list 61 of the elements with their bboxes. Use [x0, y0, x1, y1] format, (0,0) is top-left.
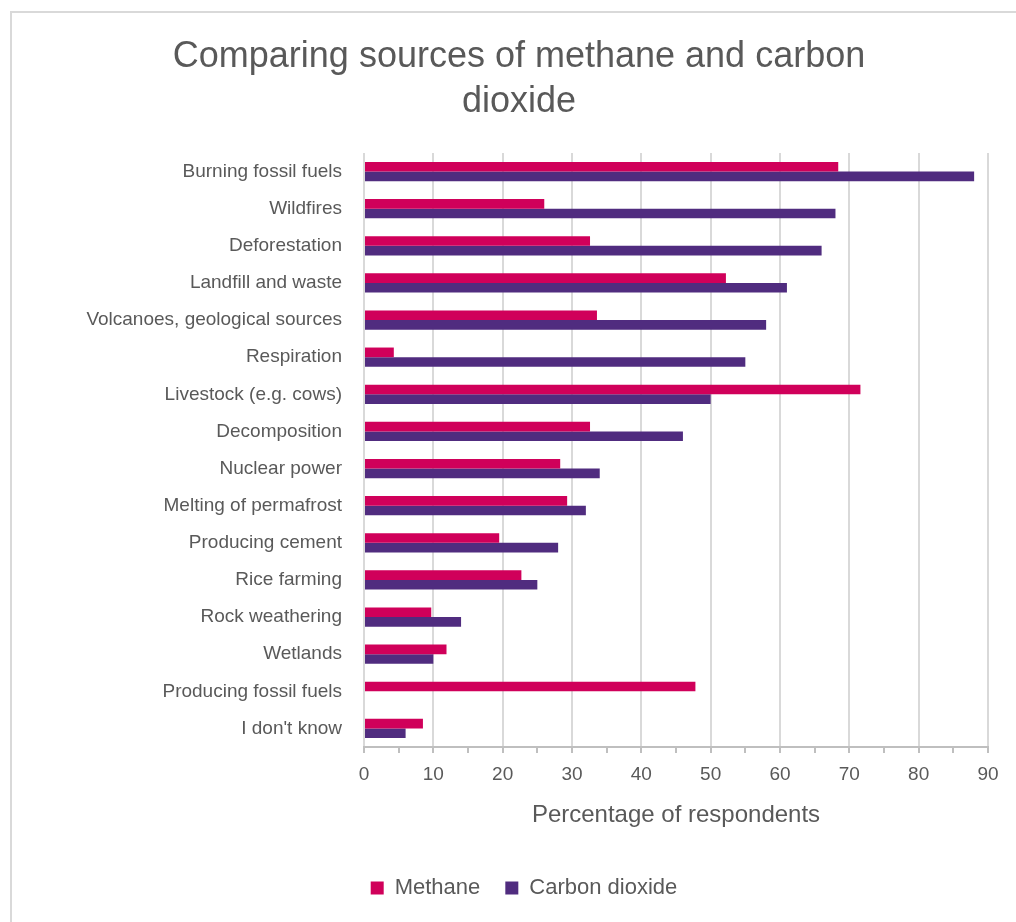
- y-tick-label: Landfill and waste: [189, 271, 342, 293]
- x-tick-label: 60: [769, 762, 791, 784]
- bar: [365, 570, 522, 580]
- x-tick-label: 10: [422, 762, 444, 784]
- bar: [365, 273, 726, 283]
- bar: [365, 171, 975, 182]
- bar: [365, 533, 500, 543]
- x-tick-label: 20: [492, 762, 514, 784]
- bar: [365, 245, 822, 256]
- y-tick-label: Decomposition: [216, 419, 342, 441]
- bar: [365, 654, 434, 664]
- bar: [365, 282, 787, 293]
- bar: [365, 496, 568, 506]
- y-tick-label: Deforestation: [228, 234, 342, 256]
- y-tick-label: Wetlands: [263, 642, 342, 664]
- legend-label: Methane: [394, 874, 481, 900]
- x-tick-label: 0: [358, 762, 370, 784]
- legend-label: Carbon dioxide: [529, 874, 678, 900]
- bar: [365, 617, 462, 627]
- bar: [365, 542, 559, 553]
- y-tick-label: Melting of permafrost: [163, 493, 343, 515]
- bar: [365, 347, 394, 358]
- bar: [365, 161, 839, 172]
- bar: [365, 310, 597, 321]
- x-tick-label: 70: [838, 762, 860, 784]
- y-tick-label: Rice farming: [235, 568, 342, 590]
- bar: [365, 681, 696, 692]
- x-axis-title: Percentage of respondents: [531, 800, 821, 828]
- y-tick-label: Producing cement: [188, 531, 343, 553]
- y-tick-label: Burning fossil fuels: [182, 159, 342, 181]
- y-tick-label: Wildfires: [269, 196, 342, 218]
- bar: [365, 236, 591, 246]
- x-tick-label: 50: [700, 762, 722, 784]
- bar: [365, 421, 591, 432]
- bar: [365, 431, 683, 442]
- bar: [365, 607, 432, 618]
- y-tick-label: I don't know: [241, 716, 343, 738]
- bar: [365, 394, 711, 404]
- bar: [365, 718, 423, 729]
- bar: [365, 728, 406, 739]
- x-tick-label: 40: [630, 762, 652, 784]
- bar: [365, 208, 836, 219]
- bar: [365, 644, 447, 655]
- bar: [365, 505, 586, 516]
- bar: [365, 384, 861, 395]
- x-tick-label: 30: [561, 762, 583, 784]
- bar: [365, 579, 538, 590]
- x-tick-label: 90: [977, 762, 999, 784]
- bar: [365, 320, 767, 330]
- chart-title: Comparing sources of methane and carbon dioxide: [171, 33, 867, 122]
- y-tick-label: Nuclear power: [219, 456, 343, 478]
- x-tick-label: 80: [908, 762, 930, 784]
- bar: [365, 468, 600, 479]
- bar: [365, 458, 561, 469]
- y-tick-label: Respiration: [245, 345, 342, 367]
- y-tick-label: Producing fossil fuels: [162, 679, 342, 701]
- y-tick-label: Volcanoes, geological sources: [86, 308, 342, 330]
- y-tick-label: Livestock (e.g. cows): [164, 382, 342, 404]
- bar: [365, 357, 746, 367]
- y-tick-label: Rock weathering: [200, 605, 342, 627]
- bar: [365, 199, 545, 209]
